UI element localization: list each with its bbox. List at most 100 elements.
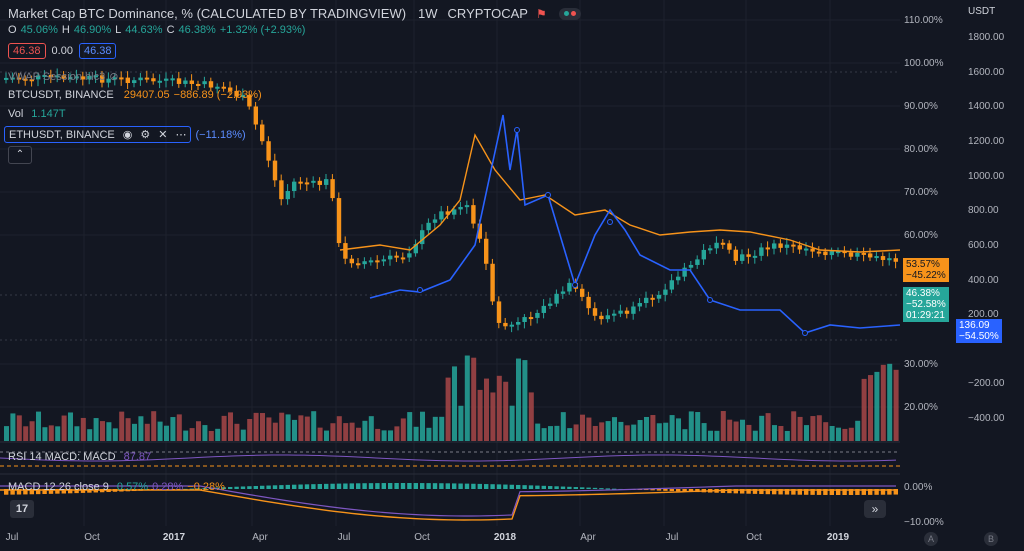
volume-bar [208, 430, 214, 441]
vol-value: 1.147T [31, 108, 66, 120]
candle [93, 75, 98, 78]
close-icon[interactable]: ✕ [158, 129, 168, 141]
candle [452, 209, 457, 215]
macd-histogram-bar [266, 485, 271, 489]
candle [733, 249, 738, 261]
volume-bar [176, 414, 182, 441]
volume-bar [202, 425, 208, 441]
eth-legend[interactable]: ETHUSDT, BINANCE ◉ ⚙ ✕ ⋯ (−11.18%) [4, 126, 246, 143]
main-chart[interactable] [0, 0, 900, 526]
volume-bar [848, 427, 854, 441]
more-icon[interactable]: ⋯ [175, 129, 187, 141]
source-label[interactable]: CRYPTOCAP [447, 6, 528, 21]
ohlc-low: 44.63% [125, 24, 163, 36]
candle [381, 259, 386, 262]
candle [669, 280, 674, 290]
usdt-tick-label: 1000.00 [968, 171, 1005, 182]
scroll-to-realtime-button[interactable]: » [864, 500, 886, 518]
eye-off-icon[interactable]: ⊘ [109, 71, 119, 83]
volume-bar [247, 418, 253, 441]
volume-bar [836, 427, 841, 441]
volume-bar [868, 375, 873, 441]
candle [189, 80, 194, 84]
candle [496, 301, 502, 323]
eth-value-change: −54.50% [959, 331, 999, 342]
volume-bar [125, 418, 131, 441]
candle [29, 79, 34, 82]
macd-value-1: 0.57% [116, 481, 149, 493]
candle [247, 95, 252, 107]
btc-legend[interactable]: BTCUSDT, BINANCE 29407.05 −886.89 (−2.93… [8, 89, 262, 101]
macd-value-3: −0.28% [187, 481, 225, 493]
candle [144, 77, 150, 80]
collapse-legend-button[interactable]: ⌃ [8, 146, 32, 164]
compare-a-button[interactable]: A [924, 532, 938, 546]
ohlc-close-label: C [166, 24, 175, 36]
vwap-legend[interactable]: VWAP Session hlc3 ⊘ [8, 70, 119, 84]
macd-label: MACD 12 26 close 9 [8, 481, 109, 493]
dom-pct-change: −52.58% [906, 299, 946, 310]
candle [637, 303, 642, 307]
candle [522, 317, 527, 323]
candle [644, 297, 649, 304]
candle [701, 249, 706, 260]
macd-histogram-bar [605, 488, 610, 490]
macd-histogram-bar [592, 487, 598, 489]
sell-button[interactable]: 46.38 [8, 43, 46, 59]
candle [400, 257, 406, 260]
candle [541, 305, 546, 313]
macd-histogram-bar [471, 483, 476, 489]
candle [228, 87, 233, 91]
macd-histogram-bar [298, 484, 303, 489]
volume-bar [368, 416, 374, 441]
tradingview-logo[interactable]: 17 [10, 500, 34, 518]
rsi-legend[interactable]: RSI 14 MACD: MACD 87.87 [8, 451, 151, 463]
candle [298, 181, 303, 184]
candle [842, 251, 847, 254]
macd-histogram-bar [240, 486, 246, 489]
volume-bar [618, 421, 624, 441]
volume-bar [548, 426, 553, 441]
volume-bar [266, 417, 272, 441]
candle [317, 180, 322, 185]
settings-icon[interactable]: ⚙ [140, 129, 151, 141]
ohlc-high: 46.90% [73, 24, 112, 36]
volume-bar [567, 428, 573, 441]
volume-bar [861, 378, 867, 441]
market-status-icon[interactable] [558, 7, 581, 20]
candle [202, 81, 207, 85]
volume-bar [183, 430, 189, 441]
volume-legend[interactable]: Vol 1.147T [8, 108, 66, 120]
macd-histogram-bar [336, 483, 342, 489]
eye-icon[interactable]: ◉ [122, 129, 133, 141]
chart-canvas[interactable] [0, 0, 900, 526]
candle [797, 245, 802, 250]
volume-bar [592, 425, 598, 441]
volume-bar [349, 422, 355, 441]
macd-histogram-bar [260, 485, 265, 489]
symbol-title[interactable]: Market Cap BTC Dominance, % (CALCULATED … [8, 6, 407, 21]
macd-histogram-bar [215, 487, 220, 489]
axis-unit[interactable]: USDT [968, 6, 996, 17]
macd-histogram-bar [887, 489, 892, 495]
dom-pct: 46.38% [906, 288, 940, 299]
eth-legend-box[interactable]: ETHUSDT, BINANCE ◉ ⚙ ✕ ⋯ [4, 126, 192, 143]
interval-label[interactable]: 1W [418, 6, 438, 21]
volume-bar [138, 416, 144, 441]
usdt-tick-label: 1800.00 [968, 32, 1005, 43]
candle [183, 80, 188, 84]
candle [516, 322, 521, 325]
volume-bar [445, 377, 451, 441]
volume-bar [797, 416, 803, 441]
macd-legend[interactable]: MACD 12 26 close 9 0.57% 0.28% −0.28% [8, 481, 225, 493]
volume-bar [612, 417, 617, 441]
volume-bar [740, 419, 745, 441]
compare-b-button[interactable]: B [984, 532, 998, 546]
macd-histogram-bar [586, 487, 591, 489]
buy-button[interactable]: 46.38 [78, 43, 117, 59]
volume-bar [765, 413, 771, 441]
macd-histogram-bar [509, 484, 514, 489]
volume-bar [509, 405, 515, 441]
volume-bar [330, 423, 336, 441]
macd-histogram-bar [791, 489, 796, 495]
